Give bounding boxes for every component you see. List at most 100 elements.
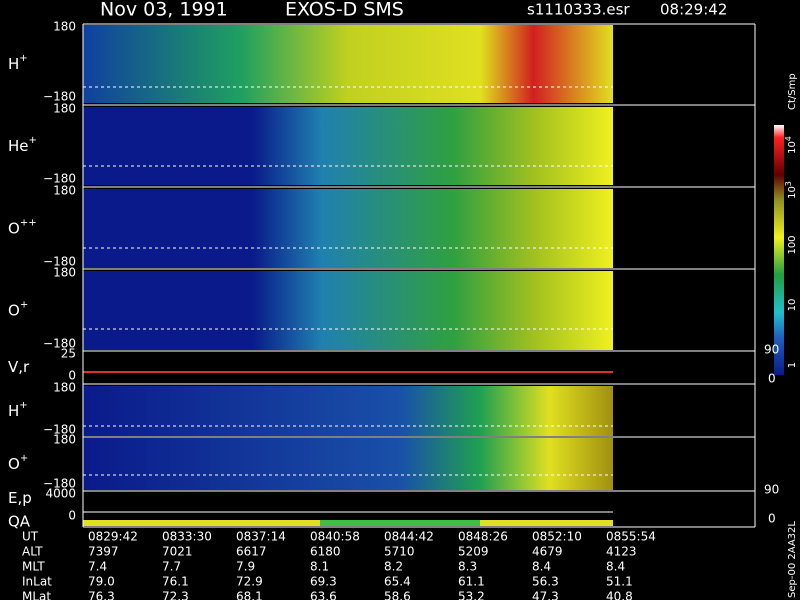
date: Nov 03, 1991 <box>100 0 228 21</box>
panel-label: H+ <box>8 400 28 420</box>
table-row-label: MLT <box>22 560 45 574</box>
y-tick-label: 180 <box>53 20 76 34</box>
table-cell: 65.4 <box>384 575 411 589</box>
table-cell: 0844:42 <box>384 530 434 544</box>
y2-tick-label: 0 <box>768 512 776 526</box>
side-label: Sep-00 2AA32L <box>787 521 798 598</box>
table-cell: 0837:14 <box>236 530 286 544</box>
table-cell: 76.3 <box>88 590 115 600</box>
panel-label: QA <box>8 513 31 531</box>
y2-tick-label: 90 <box>764 343 779 357</box>
table-cell: 72.3 <box>162 590 189 600</box>
tick-exp: 3 <box>784 181 793 186</box>
table-cell: 6180 <box>310 545 341 559</box>
y-tick-label: −180 <box>43 477 76 491</box>
table-cell: 0829:42 <box>88 530 138 544</box>
panel-label: O+ <box>8 453 28 473</box>
panel-fills <box>83 25 613 526</box>
y-tick-label: −180 <box>43 90 76 104</box>
panel-label-text: E,p <box>8 489 32 507</box>
panel-label-text: He <box>8 137 29 155</box>
instrument: EXOS-D SMS <box>285 0 404 21</box>
panel-label-text: O <box>8 301 20 319</box>
colorbar-tick-label: 10 <box>787 299 798 312</box>
panel-label: E,p <box>8 489 32 507</box>
table-cell: 7.9 <box>236 560 255 574</box>
y-tick-label: 180 <box>53 381 76 395</box>
table-cell: 7397 <box>88 545 119 559</box>
table-cell: 8.2 <box>384 560 403 574</box>
y-tick-label: 180 <box>53 102 76 116</box>
tick-base: 10 <box>787 141 798 154</box>
table-cell: 8.4 <box>606 560 625 574</box>
table-cell: 72.9 <box>236 575 263 589</box>
panel-label-sup: + <box>20 300 28 311</box>
table-cell: 76.1 <box>162 575 189 589</box>
y-tick-label: −180 <box>43 255 76 269</box>
table-row-label: UT <box>22 530 39 544</box>
panel-label-text: H <box>8 402 19 420</box>
tick-exp: 4 <box>784 136 793 141</box>
colorbar-unit: Ct/Smp <box>787 73 798 110</box>
y2-tick-label: 0 <box>768 372 776 386</box>
table-cell: 79.0 <box>88 575 115 589</box>
panel-label: V,r <box>8 358 30 376</box>
table-cell: 0848:26 <box>458 530 508 544</box>
table-cell: 40.8 <box>606 590 633 600</box>
panel-label-sup: + <box>19 53 27 64</box>
panel-label-sup: + <box>19 400 27 411</box>
table-cell: 69.3 <box>310 575 337 589</box>
table-row-label: ALT <box>22 545 43 559</box>
file: s1110333.esr <box>527 1 630 19</box>
panel-label: He+ <box>8 135 37 155</box>
y-tick-label: −180 <box>43 337 76 351</box>
y-tick-label: 180 <box>53 184 76 198</box>
table-cell: 51.1 <box>606 575 633 589</box>
table-cell: 8.4 <box>532 560 551 574</box>
y2-tick-label: 90 <box>764 483 779 497</box>
panel-label: H+ <box>8 53 28 73</box>
y-tick-label: 180 <box>53 433 76 447</box>
table-cell: 6617 <box>236 545 267 559</box>
y-tick-label: 25 <box>61 347 76 361</box>
panel-label-sup: + <box>29 135 37 146</box>
panel-label: O+ <box>8 300 28 320</box>
panel-label-text: H <box>8 55 19 73</box>
panel-label-text: O <box>8 455 20 473</box>
y-tick-label: 0 <box>68 369 76 383</box>
axis-frame <box>82 23 756 528</box>
table-row-label: MLat <box>22 590 51 600</box>
table-cell: 61.1 <box>458 575 485 589</box>
table-cell: 4123 <box>606 545 637 559</box>
y-tick-label: 0 <box>68 509 76 523</box>
table-cell: 0833:30 <box>162 530 212 544</box>
colorbar-tick-label: 104 <box>784 136 799 154</box>
table-cell: 8.1 <box>310 560 329 574</box>
tick-base: 10 <box>787 186 798 199</box>
table-cell: 7.4 <box>88 560 107 574</box>
colorbar <box>774 125 784 375</box>
table-cell: 8.3 <box>458 560 477 574</box>
panel-label-text: O <box>8 219 20 237</box>
table-cell: 0855:54 <box>606 530 656 544</box>
table-cell: 56.3 <box>532 575 559 589</box>
table-cell: 53.2 <box>458 590 485 600</box>
y-tick-label: 4000 <box>45 487 76 501</box>
colorbar-tick-label: 100 <box>787 235 798 254</box>
table-cell: 47.3 <box>532 590 559 600</box>
table-cell: 7021 <box>162 545 193 559</box>
table-cell: 0840:58 <box>310 530 360 544</box>
table-cell: 7.7 <box>162 560 181 574</box>
y-tick-label: 180 <box>53 266 76 280</box>
y-tick-label: −180 <box>43 423 76 437</box>
time: 08:29:42 <box>660 1 727 19</box>
colorbar-tick-label: 103 <box>784 181 799 199</box>
table-cell: 68.1 <box>236 590 263 600</box>
table-cell: 4679 <box>532 545 563 559</box>
panel-label-sup: + <box>20 453 28 464</box>
panel-label-text: V,r <box>8 358 30 376</box>
table-cell: 5209 <box>458 545 489 559</box>
panel-label-sup: ++ <box>20 218 37 229</box>
table-row-label: InLat <box>22 575 52 589</box>
